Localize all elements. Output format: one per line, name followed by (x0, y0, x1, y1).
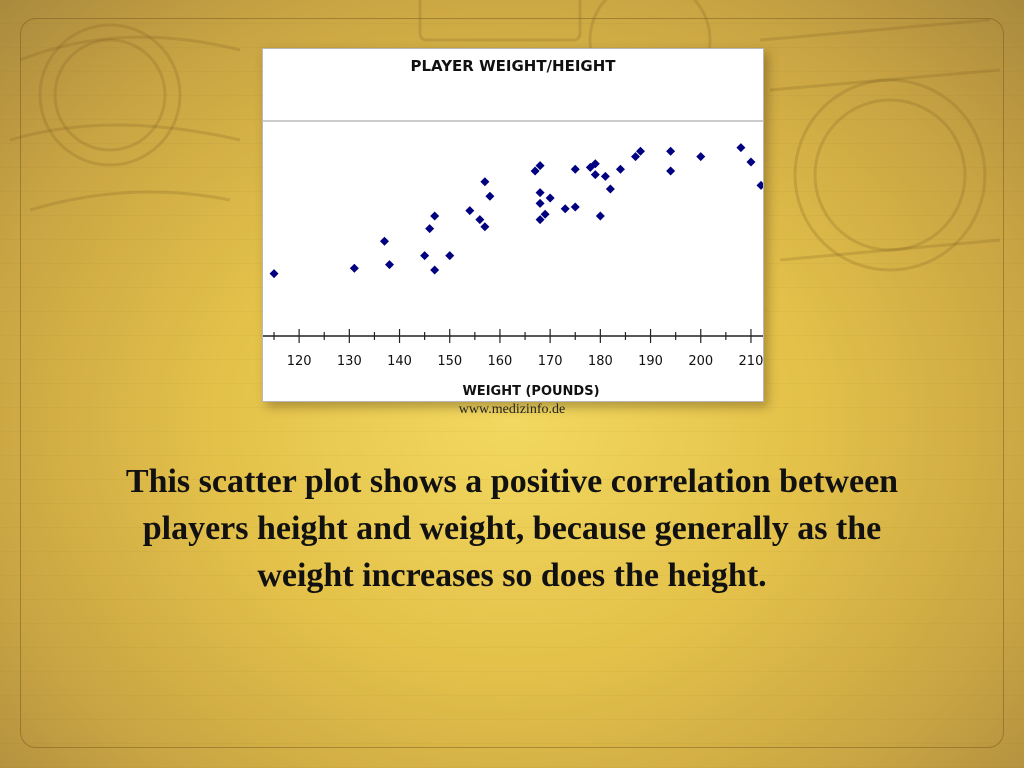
data-point (570, 164, 580, 174)
data-point (746, 157, 756, 167)
data-point (585, 162, 595, 172)
data-point (535, 198, 545, 208)
x-tick-label: 120 (287, 354, 312, 369)
x-tick-label: 160 (488, 354, 513, 369)
source-credit: www.medizinfo.de (458, 402, 566, 417)
data-point (384, 260, 394, 270)
data-point (570, 202, 580, 212)
data-point (630, 152, 640, 162)
x-tick-label: 140 (387, 354, 412, 369)
x-tick-label: 200 (688, 354, 713, 369)
x-tick-label: 190 (638, 354, 663, 369)
data-point (545, 193, 555, 203)
x-tick-label: 150 (437, 354, 462, 369)
data-point (736, 143, 746, 153)
x-tick-label: 180 (588, 354, 613, 369)
data-point (480, 177, 490, 187)
x-tick-label: 210 (739, 354, 763, 369)
x-ticks-layer: 120 130 140 150 160 170 180 190 200 210 (273, 329, 763, 369)
slide-caption: This scatter plot shows a positive corre… (125, 463, 899, 594)
data-point (535, 215, 545, 225)
data-point (666, 146, 676, 156)
points-layer (269, 143, 763, 279)
data-point (540, 209, 550, 219)
data-point (615, 164, 625, 174)
x-tick-label: 170 (538, 354, 563, 369)
data-point (485, 191, 495, 201)
data-point (475, 215, 485, 225)
slide-frame (20, 18, 1004, 748)
data-point (349, 263, 359, 273)
data-point (445, 251, 455, 261)
data-point (605, 184, 615, 194)
data-point (636, 146, 646, 156)
data-point (425, 224, 435, 234)
data-point (420, 251, 430, 261)
scatter-chart: PLAYER WEIGHT/HEIGHT 120 130 140 150 160 170 1… (262, 48, 764, 402)
data-point (269, 269, 279, 279)
data-point (430, 265, 440, 275)
data-point (430, 211, 440, 221)
x-tick-label: 130 (337, 354, 362, 369)
data-point (600, 171, 610, 181)
chart-svg: PLAYER WEIGHT/HEIGHT 120 130 140 150 160 170 1… (263, 57, 763, 399)
data-point (590, 159, 600, 169)
data-point (535, 188, 545, 198)
data-point (696, 152, 706, 162)
data-point (590, 170, 600, 180)
x-axis-title: WEIGHT (POUNDS) (462, 384, 599, 399)
data-point (379, 236, 389, 246)
data-point (480, 222, 490, 232)
data-point (465, 206, 475, 216)
data-point (560, 204, 570, 214)
chart-title: PLAYER WEIGHT/HEIGHT (410, 57, 616, 75)
data-point (530, 166, 540, 176)
data-point (535, 161, 545, 171)
data-point (666, 166, 676, 176)
data-point (756, 180, 763, 190)
data-point (595, 211, 605, 221)
